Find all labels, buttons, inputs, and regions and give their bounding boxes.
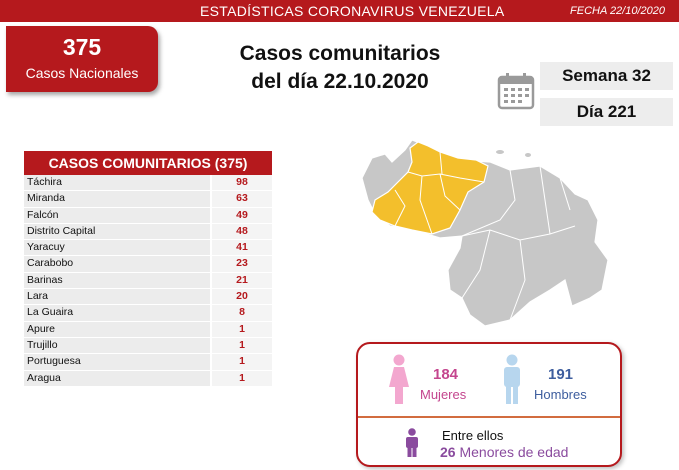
day-indicator: Día 221: [540, 98, 673, 126]
male-label: Hombres: [534, 387, 587, 402]
between-label: Entre ellos: [442, 428, 504, 443]
state-case-count: 20: [212, 289, 272, 305]
state-case-count: 41: [212, 240, 272, 256]
top-banner: ESTADÍSTICAS CORONAVIRUS VENEZUELA FECHA…: [0, 0, 679, 22]
table-row: Distrito Capital 48: [24, 223, 272, 241]
national-cases-label: Casos Nacionales: [25, 65, 139, 81]
table-row: Táchira 98: [24, 175, 272, 192]
calendar-icon: [497, 72, 535, 115]
national-cases-box: 375 Casos Nacionales: [6, 26, 158, 92]
state-name: Trujillo: [24, 337, 210, 354]
female-count: 184: [433, 366, 459, 383]
minors-line: 26 Menores de edad: [440, 444, 568, 460]
week-indicator: Semana 32: [540, 62, 673, 90]
state-name: Apure: [24, 321, 210, 337]
headline-line-1: Casos comunitarios: [239, 42, 441, 65]
state-case-count: 49: [212, 207, 272, 223]
minors-count: 26: [440, 444, 456, 460]
state-name: Miranda: [24, 191, 210, 207]
female-label: Mujeres: [420, 387, 467, 402]
state-case-count: 48: [212, 223, 272, 240]
state-case-count: 21: [212, 272, 272, 289]
state-case-count: 1: [212, 337, 272, 354]
state-case-count: 1: [212, 321, 272, 337]
state-case-count: 98: [212, 175, 272, 191]
male-icon: [504, 354, 520, 404]
table-row: Trujillo 1: [24, 337, 272, 355]
headline: Casos comunitarios del día 22.10.2020: [220, 40, 460, 96]
state-case-count: 23: [212, 256, 272, 272]
child-icon: [406, 428, 418, 457]
table-row: Falcón 49: [24, 207, 272, 224]
table-row: Miranda 63: [24, 191, 272, 208]
table-row: La Guaira 8: [24, 305, 272, 322]
female-icon: [389, 354, 409, 404]
state-name: Lara: [24, 289, 210, 305]
state-name: La Guaira: [24, 305, 210, 321]
table-row: Barinas 21: [24, 272, 272, 290]
table-row: Portuguesa 1: [24, 354, 272, 371]
state-case-count: 1: [212, 354, 272, 370]
panel-divider: [358, 416, 620, 418]
table-row: Carabobo 23: [24, 256, 272, 273]
headline-line-2: del día 22.10.2020: [251, 70, 429, 93]
community-cases-table: CASOS COMUNITARIOS (375) Táchira 98 Mirand…: [24, 151, 272, 387]
demographics-panel: 184 Mujeres 191 Hombres Entre ellos 26 M…: [356, 342, 622, 467]
state-name: Aragua: [24, 370, 210, 386]
table-header: CASOS COMUNITARIOS (375): [24, 151, 272, 175]
male-count: 191: [548, 366, 574, 383]
state-name: Carabobo: [24, 256, 210, 272]
table-body: Táchira 98 Miranda 63 Falcón 49 Distrito Capit…: [24, 175, 272, 387]
table-row: Apure 1: [24, 321, 272, 338]
table-row: Aragua 1: [24, 370, 272, 387]
state-name: Portuguesa: [24, 354, 210, 370]
state-case-count: 63: [212, 191, 272, 207]
state-name: Yaracuy: [24, 240, 210, 256]
report-title: ESTADÍSTICAS CORONAVIRUS VENEZUELA: [200, 3, 505, 19]
state-case-count: 1: [212, 370, 272, 386]
state-name: Distrito Capital: [24, 223, 210, 240]
state-name: Falcón: [24, 207, 210, 223]
table-row: Yaracuy 41: [24, 240, 272, 257]
table-row: Lara 20: [24, 289, 272, 306]
national-cases-count: 375: [62, 34, 102, 60]
state-name: Barinas: [24, 272, 210, 289]
state-case-count: 8: [212, 305, 272, 321]
venezuela-map: [350, 130, 615, 335]
report-date: FECHA 22/10/2020: [570, 5, 665, 17]
state-name: Táchira: [24, 175, 210, 191]
minors-label: Menores de edad: [459, 444, 569, 460]
